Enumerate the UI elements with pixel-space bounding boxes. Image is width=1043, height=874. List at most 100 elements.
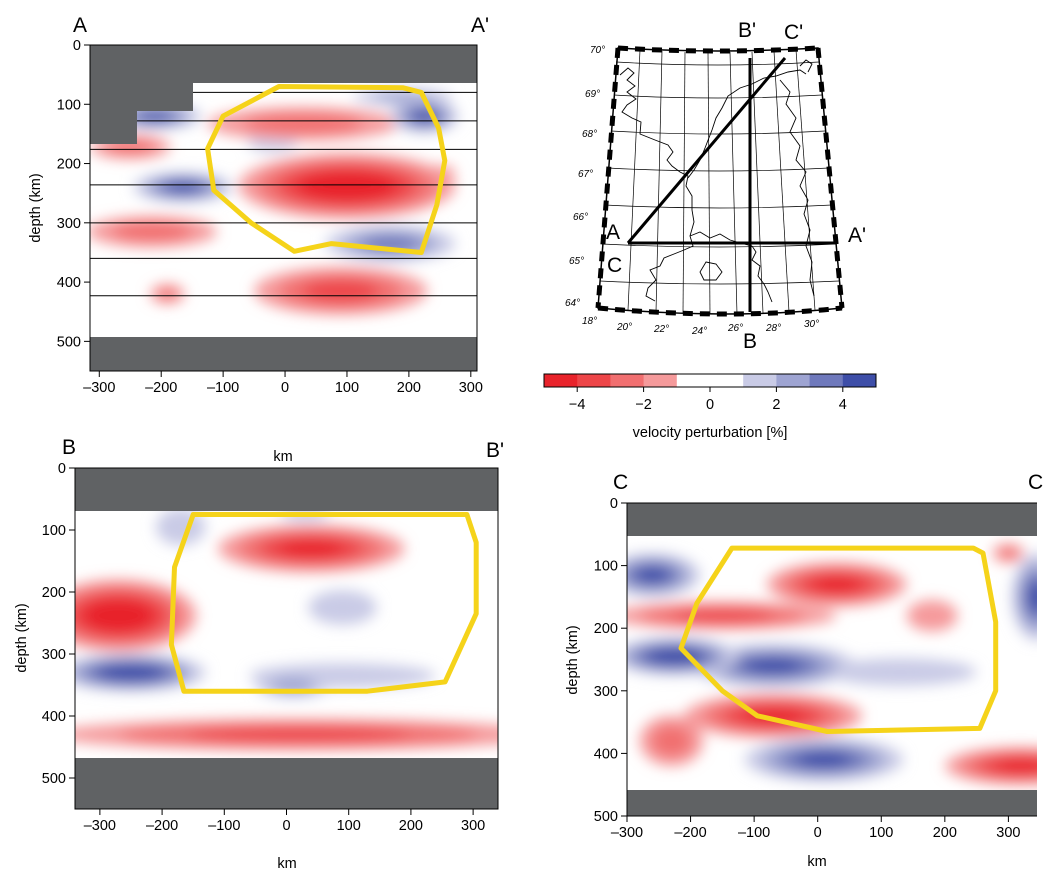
map-label-a: A	[606, 221, 620, 244]
panel-b-anomalies	[75, 508, 498, 751]
map-frame-border-right	[815, 47, 845, 309]
x-tick-label: –200	[674, 825, 706, 841]
x-tick-label: 200	[933, 825, 957, 841]
y-tick-label: 500	[42, 771, 66, 787]
map-lat-label: 68°	[582, 129, 597, 140]
x-tick-label: 0	[814, 825, 822, 841]
map-meridian	[707, 51, 711, 315]
velocity-anomaly	[671, 609, 774, 622]
map-longitude-labels: 18° 20° 22° 24° 26° 28° 30°	[582, 316, 819, 337]
y-tick-label: 500	[594, 809, 618, 825]
map-label-c: C	[607, 254, 622, 277]
y-tick-label: 200	[42, 585, 66, 601]
map-border-russia	[779, 79, 815, 297]
panel-a-xlabel: km	[273, 449, 292, 465]
velocity-anomaly	[372, 92, 434, 103]
map-lon-label: 18°	[582, 316, 597, 327]
map-frame-border-top	[617, 45, 819, 54]
panel-a-study-outline	[205, 84, 448, 255]
panel-c-plot-area	[627, 503, 1037, 816]
velocity-anomaly	[278, 540, 344, 557]
map-lake	[699, 261, 723, 281]
y-tick-label: 200	[594, 621, 618, 637]
map-lat-label: 66°	[573, 212, 588, 223]
colorbar-bin	[776, 374, 811, 387]
velocity-anomaly	[824, 658, 977, 686]
velocity-anomaly	[188, 727, 410, 742]
colorbar-tick-label: −2	[635, 397, 652, 413]
velocity-anomaly	[109, 667, 153, 678]
x-tick-label: 0	[282, 818, 290, 834]
colorbar-bin	[842, 374, 877, 387]
panel-b-label-end: B'	[486, 439, 504, 462]
colorbar-bin	[676, 374, 711, 387]
y-tick-label: 0	[610, 496, 618, 512]
panel-c-ylabel: depth (km)	[565, 625, 581, 694]
y-tick-label: 0	[58, 461, 66, 477]
panel-a-ticks: –300 –200 –100 0 100 200 300 0 100 200 300 400 500	[57, 38, 483, 396]
y-tick-label: 400	[42, 709, 66, 725]
velocity-anomaly	[138, 111, 172, 121]
panel-a-ylabel: depth (km)	[28, 173, 44, 242]
panel-b-ticks: –300 –200 –100 0 100 200 300 0 100 200 300 400 500	[42, 461, 485, 834]
panel-a-label-start: A	[73, 14, 87, 37]
colorbar-bin	[809, 374, 844, 387]
map-label-c-prime: C'	[784, 21, 803, 44]
map-meridian	[682, 51, 686, 314]
map-parallel	[607, 167, 830, 172]
panel-c-label-end: C'	[1028, 471, 1043, 494]
colorbar-bin	[610, 374, 645, 387]
panel-a: –300 –200 –100 0 100 200 300 0 100 200 300 400 500 A…	[28, 14, 489, 465]
panel-b-mask-bottom	[75, 758, 498, 809]
panel-c-mask-bottom	[627, 790, 1037, 816]
map-meridian	[729, 51, 738, 315]
velocity-anomaly	[165, 182, 201, 193]
y-tick-label: 400	[57, 275, 81, 291]
x-tick-label: 100	[337, 818, 361, 834]
map-coastline-west	[619, 67, 695, 302]
y-tick-label: 400	[594, 746, 618, 762]
velocity-anomaly	[302, 280, 380, 302]
panel-a-no-data-mask	[90, 45, 477, 371]
map-lon-label: 20°	[616, 322, 632, 333]
map-frame-border-left	[595, 47, 621, 309]
colorbar: −4 −2 0 2 4 velocity perturbation [%]	[543, 373, 877, 441]
colorbar-bin	[643, 374, 678, 387]
panel-b-label-start: B	[62, 436, 76, 459]
map-parallel	[613, 94, 823, 99]
colorbar-tick-label: 0	[706, 397, 714, 413]
map-lat-label: 70°	[590, 45, 605, 56]
map-label-b: B	[743, 330, 757, 353]
x-tick-label: –200	[146, 818, 178, 834]
x-tick-label: –300	[84, 818, 116, 834]
x-tick-label: –100	[208, 818, 240, 834]
velocity-anomaly	[111, 222, 192, 242]
map-coastline-north	[799, 59, 813, 73]
y-tick-label: 100	[42, 523, 66, 539]
velocity-anomaly	[998, 547, 1019, 559]
location-map: 70° 69° 68° 67° 66° 65° 64° 18° 20° 22° …	[565, 19, 866, 353]
x-tick-label: 100	[335, 380, 359, 396]
colorbar-tick-label: 2	[772, 397, 780, 413]
map-frame-border-bottom	[597, 305, 843, 317]
x-tick-label: 300	[461, 818, 485, 834]
x-tick-label: –100	[738, 825, 770, 841]
velocity-anomaly	[156, 288, 179, 300]
panel-a-mask-top	[90, 45, 477, 83]
map-lat-label: 67°	[578, 169, 593, 180]
x-tick-label: 200	[397, 380, 421, 396]
velocity-anomaly	[744, 658, 802, 674]
map-lon-label: 30°	[804, 319, 819, 330]
map-parallel	[599, 280, 840, 285]
map-border-east	[751, 245, 773, 303]
panel-b-no-data-mask	[75, 468, 498, 809]
map-parallel	[601, 243, 837, 248]
colorbar-tick-label: −4	[569, 397, 586, 413]
map-label-b-prime: B'	[738, 19, 756, 42]
velocity-anomaly	[1028, 581, 1037, 613]
panel-a-plot-area	[90, 45, 477, 371]
map-parallel	[604, 204, 833, 209]
velocity-anomaly	[96, 605, 141, 626]
map-meridian	[627, 49, 641, 311]
